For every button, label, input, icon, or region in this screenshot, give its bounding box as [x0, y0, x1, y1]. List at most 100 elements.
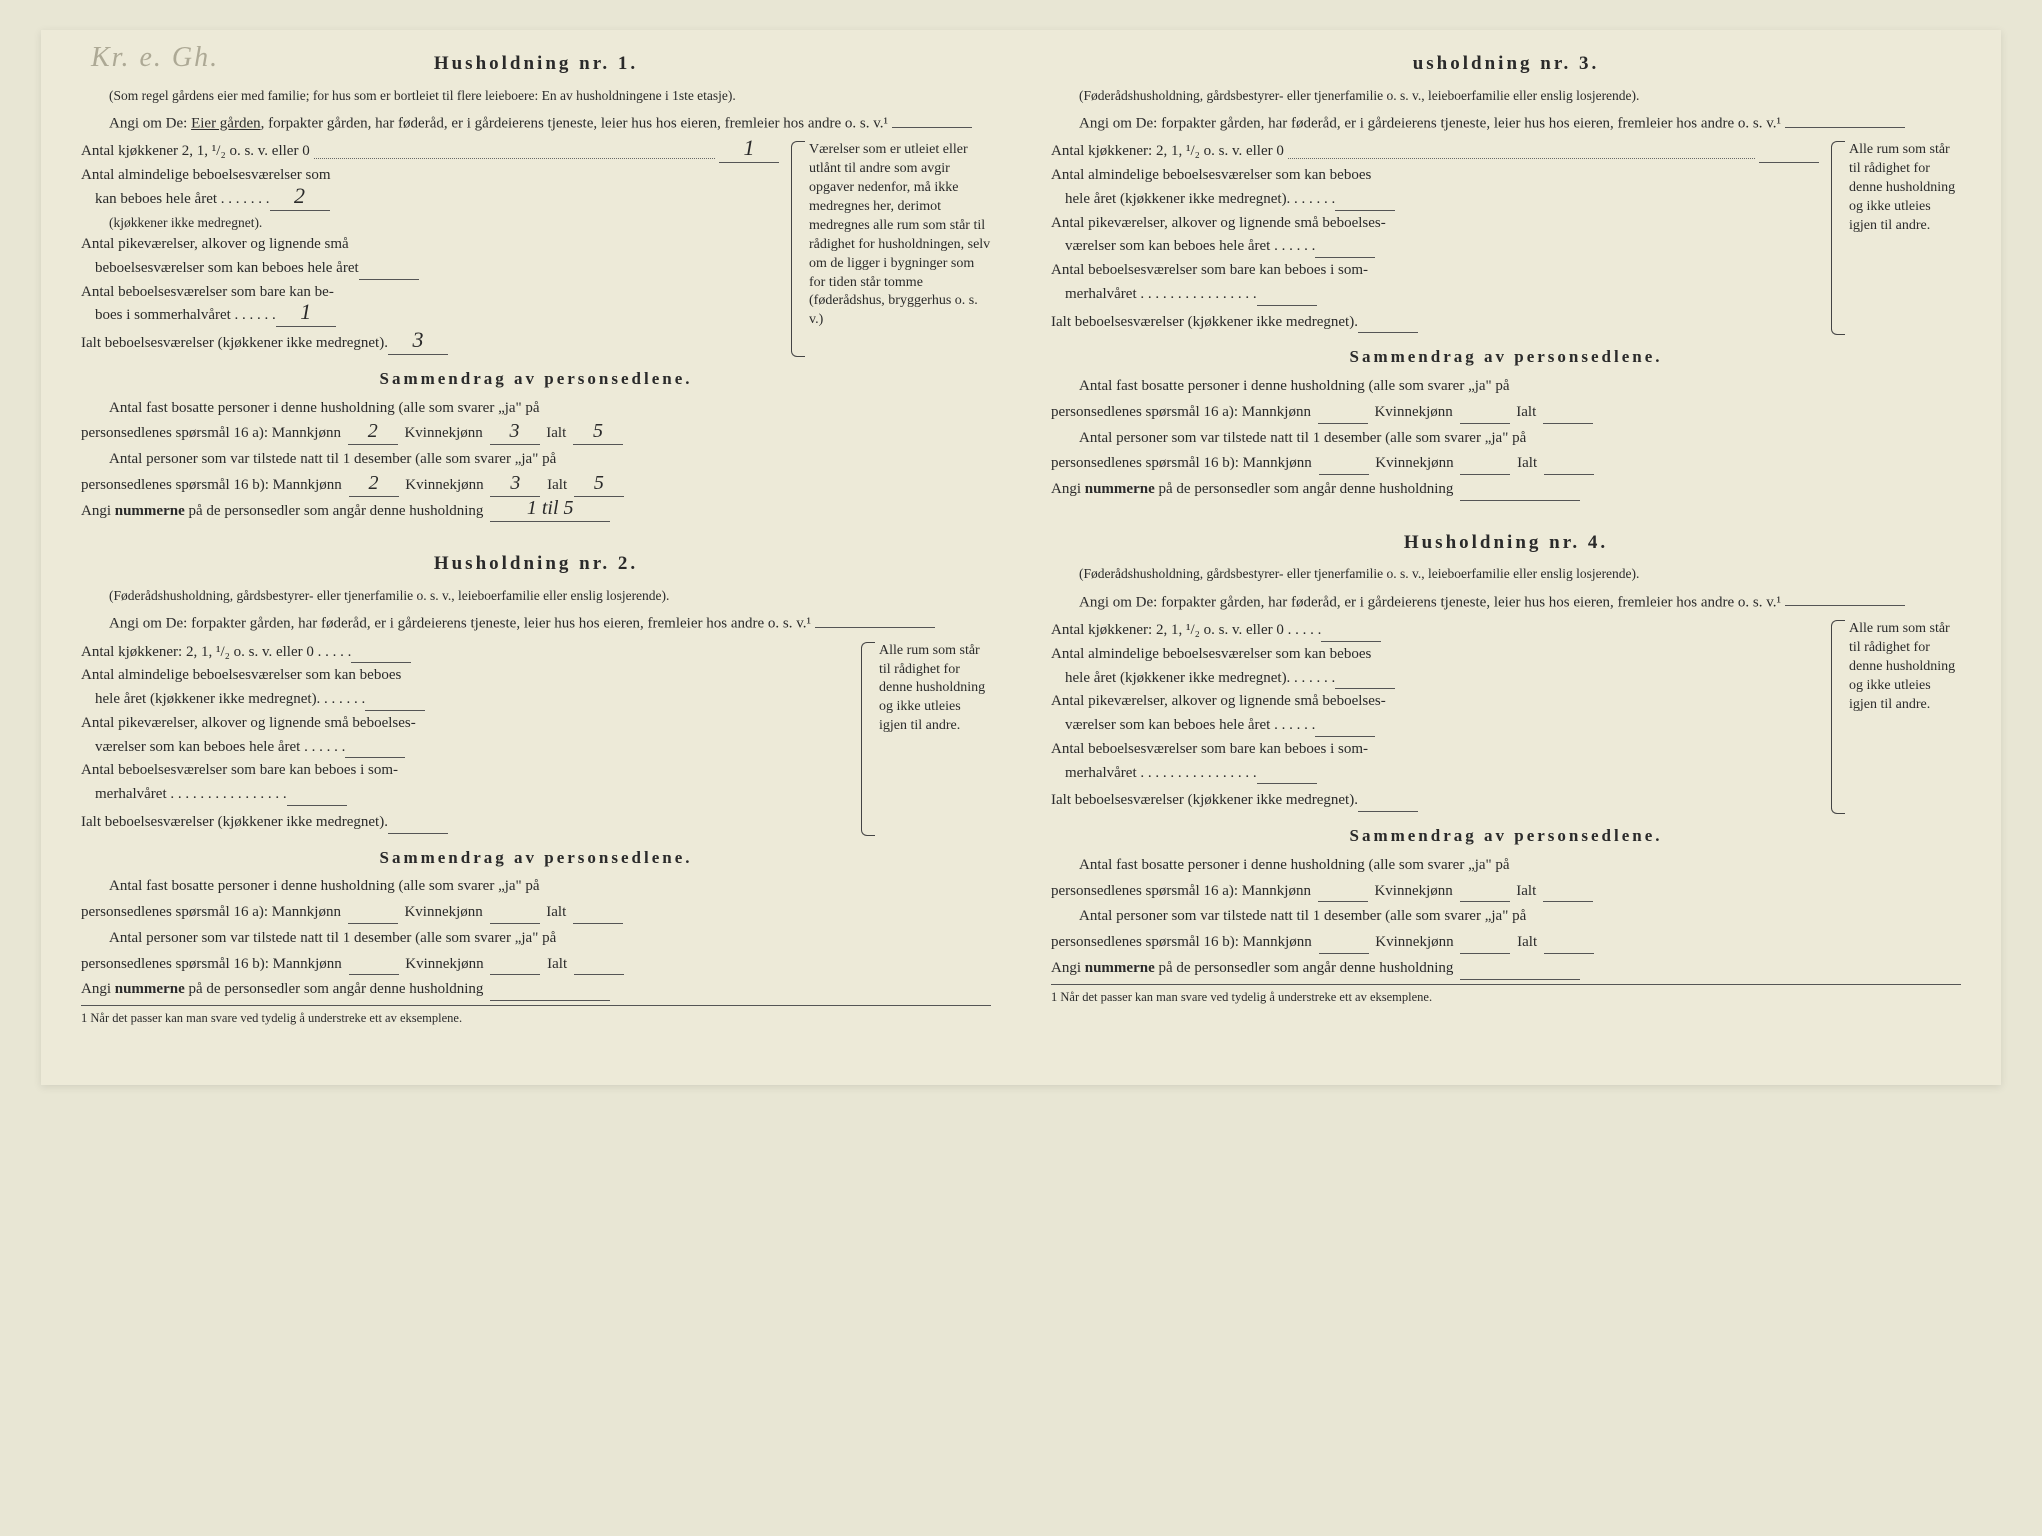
p16b-line1: Antal personer som var tilstede natt til… — [1051, 906, 1961, 928]
p16a-prefix: personsedlenes spørsmål 16 a): Mannkjønn — [81, 425, 341, 441]
p16a-line1: Antal fast bosatte personer i denne hush… — [1051, 855, 1961, 877]
room-lines: Antal kjøkkener: 2, 1, ¹/₂ o. s. v. elle… — [81, 642, 849, 836]
angi-text: Angi om De: forpakter gården, har føderå… — [109, 616, 811, 632]
sommer-value-slot[interactable] — [1257, 289, 1317, 306]
sommer-value-slot[interactable] — [287, 789, 347, 806]
p16b-m-slot[interactable] — [1319, 938, 1369, 954]
p16a-k-slot[interactable] — [1460, 887, 1510, 903]
room-block: Antal kjøkkener: 2, 1, ¹/₂ o. s. v. elle… — [1051, 141, 1961, 335]
p16a-i-slot[interactable] — [573, 908, 623, 924]
summary-title: Sammendrag av personsedlene. — [81, 367, 991, 392]
p16a-m-slot[interactable] — [1318, 408, 1368, 424]
pike-value-slot[interactable] — [345, 742, 405, 759]
p16a-k-slot[interactable]: 3 — [490, 429, 540, 445]
p16a-line2: personsedlenes spørsmål 16 a): Mannkjønn… — [1051, 881, 1961, 903]
ialt-value-slot[interactable] — [1358, 317, 1418, 334]
alm-label-2: hele året (kjøkkener ikke medregnet). . … — [1051, 189, 1335, 211]
p16a-prefix: personsedlenes spørsmål 16 a): Mannkjønn — [1051, 404, 1311, 420]
alm-sub: (kjøkkener ikke medregnet). — [81, 213, 262, 233]
kjokkener-value-slot[interactable]: 1 — [719, 147, 779, 164]
p16a-line2: personsedlenes spørsmål 16 a): Mannkjønn… — [81, 902, 991, 924]
household-1: Husholdning nr. 1. (Som regel gårdens ei… — [81, 50, 991, 522]
p16a-k-label: Kvinnekjønn — [1374, 404, 1452, 420]
alm-value: 2 — [294, 180, 305, 212]
p16a-m-slot[interactable] — [1318, 887, 1368, 903]
p16a-prefix: personsedlenes spørsmål 16 a): Mannkjønn — [1051, 883, 1311, 899]
pike-value-slot[interactable] — [359, 263, 419, 280]
room-note-text: Alle rum som står til rådighet for denne… — [879, 643, 985, 734]
ialt-label: Ialt beboelsesværelser (kjøkkener ikke m… — [81, 333, 388, 355]
p16b-line1: Antal personer som var tilstede natt til… — [81, 449, 991, 471]
p16a-i-label: Ialt — [546, 425, 566, 441]
sommer-value: 1 — [300, 296, 311, 328]
p16a-line1: Antal fast bosatte personer i denne hush… — [81, 876, 991, 898]
room-note-text: Alle rum som står til rådighet for denne… — [1849, 142, 1955, 233]
p16a-k-slot[interactable] — [1460, 408, 1510, 424]
kjokkener-value-slot[interactable] — [1321, 625, 1381, 642]
p16b-prefix: personsedlenes spørsmål 16 b): Mannkjønn — [81, 477, 342, 493]
p16b-k-slot[interactable] — [1460, 459, 1510, 475]
p16b-m-slot[interactable] — [349, 960, 399, 976]
p16b-i-val: 5 — [594, 469, 604, 498]
alm-label-2: hele året (kjøkkener ikke medregnet). . … — [81, 689, 365, 711]
nummer-slot[interactable] — [1460, 964, 1580, 980]
alm-value-slot[interactable] — [1335, 673, 1395, 690]
p16b-k-slot[interactable] — [1460, 938, 1510, 954]
kjokkener-value-slot[interactable] — [1759, 147, 1819, 164]
sommer-label-2: boes i sommerhalvåret . . . . . . — [81, 305, 276, 327]
p16a-m-slot[interactable] — [348, 908, 398, 924]
room-note: Værelser som er utleiet eller utlånt til… — [791, 141, 991, 357]
ialt-value-slot[interactable] — [388, 817, 448, 834]
p16a-k-label: Kvinnekjønn — [404, 425, 482, 441]
pike-label-1: Antal pikeværelser, alkover og lignende … — [81, 713, 416, 735]
angi-line: Angi om De: forpakter gården, har føderå… — [1051, 590, 1961, 614]
angi-prefix: Angi om De: — [109, 116, 191, 132]
alm-value-slot[interactable] — [1335, 194, 1395, 211]
nummer-line: Angi nummerne på de personsedler som ang… — [1051, 479, 1961, 501]
p16b-k-slot[interactable] — [490, 960, 540, 976]
p16b-prefix: personsedlenes spørsmål 16 b): Mannkjønn — [81, 956, 342, 972]
p16b-m-slot[interactable]: 2 — [349, 481, 399, 497]
p16b-line2: personsedlenes spørsmål 16 b): Mannkjønn… — [1051, 932, 1961, 954]
alm-value-slot[interactable]: 2 — [270, 194, 330, 211]
p16a-i-slot[interactable] — [1543, 408, 1593, 424]
p16a-k-label: Kvinnekjønn — [1374, 883, 1452, 899]
p16a-m-val: 2 — [368, 417, 378, 446]
p16b-prefix: personsedlenes spørsmål 16 b): Mannkjønn — [1051, 934, 1312, 950]
room-note-text: Værelser som er utleiet eller utlånt til… — [809, 142, 990, 327]
p16a-i-slot[interactable] — [1543, 887, 1593, 903]
brace-icon — [1831, 141, 1845, 335]
sommer-label-1: Antal beboelsesværelser som bare kan beb… — [1051, 739, 1368, 761]
room-lines: Antal kjøkkener 2, 1, ¹/₂ o. s. v. eller… — [81, 141, 779, 357]
sommer-label-2: merhalvåret . . . . . . . . . . . . . . … — [1051, 284, 1257, 306]
p16b-i-slot[interactable]: 5 — [574, 481, 624, 497]
p16a-m-slot[interactable]: 2 — [348, 429, 398, 445]
nummer-slot[interactable] — [1460, 485, 1580, 501]
pike-value-slot[interactable] — [1315, 720, 1375, 737]
kjokkener-label: Antal kjøkkener: 2, 1, ¹/₂ o. s. v. elle… — [1051, 620, 1321, 642]
p16a-i-slot[interactable]: 5 — [573, 429, 623, 445]
p16b-i-slot[interactable] — [1544, 459, 1594, 475]
kjokkener-value-slot[interactable] — [351, 647, 411, 664]
footnote: 1 Når det passer kan man svare ved tydel… — [81, 1005, 991, 1027]
p16b-m-slot[interactable] — [1319, 459, 1369, 475]
p16b-i-slot[interactable] — [574, 960, 624, 976]
sommer-value-slot[interactable] — [1257, 768, 1317, 785]
household-title: Husholdning nr. 4. — [1051, 529, 1961, 557]
angi-text: Angi om De: forpakter gården, har føderå… — [1079, 116, 1781, 132]
p16b-i-slot[interactable] — [1544, 938, 1594, 954]
nummer-slot[interactable]: 1 til 5 — [490, 507, 610, 523]
nummer-label: Angi nummerne på de personsedler som ang… — [81, 503, 483, 519]
right-column: usholdning nr. 3. (Føderådshusholdning, … — [1051, 50, 1961, 1055]
ialt-value-slot[interactable] — [1358, 796, 1418, 813]
p16a-prefix: personsedlenes spørsmål 16 a): Mannkjønn — [81, 904, 341, 920]
nummer-slot[interactable] — [490, 985, 610, 1001]
sommer-value-slot[interactable]: 1 — [276, 311, 336, 328]
alm-label-1: Antal almindelige beboelsesværelser som … — [1051, 644, 1371, 666]
ialt-value-slot[interactable]: 3 — [388, 338, 448, 355]
pike-value-slot[interactable] — [1315, 242, 1375, 259]
p16a-k-slot[interactable] — [490, 908, 540, 924]
sommer-label-2: merhalvåret . . . . . . . . . . . . . . … — [81, 784, 287, 806]
alm-value-slot[interactable] — [365, 694, 425, 711]
household-title: Husholdning nr. 2. — [81, 550, 991, 578]
